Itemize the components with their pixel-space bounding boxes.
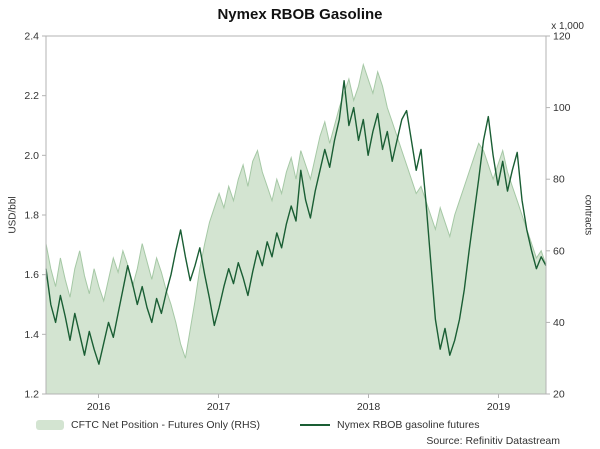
left-axis-title: USD/bbl [7, 196, 19, 234]
legend-line-swatch [300, 424, 331, 426]
legend-item-area: CFTC Net Position - Futures Only (RHS) [36, 419, 260, 431]
svg-text:2019: 2019 [487, 401, 511, 413]
svg-text:80: 80 [553, 174, 565, 186]
svg-text:2.4: 2.4 [24, 31, 39, 43]
source-text: Source: Refinitiv Datastream [426, 435, 560, 447]
svg-text:2017: 2017 [207, 401, 231, 413]
right-axis-title: contracts [582, 194, 594, 236]
svg-text:1.6: 1.6 [24, 269, 39, 281]
svg-text:2.0: 2.0 [24, 150, 39, 162]
legend-area-label: CFTC Net Position - Futures Only (RHS) [71, 419, 261, 431]
svg-text:1.4: 1.4 [24, 329, 39, 341]
svg-text:2016: 2016 [87, 401, 111, 413]
legend: CFTC Net Position - Futures Only (RHS) N… [36, 419, 479, 431]
right-axis-unit-label: x 1,000 [551, 21, 584, 32]
chart-title: Nymex RBOB Gasoline [217, 6, 383, 23]
svg-text:120: 120 [553, 31, 571, 43]
svg-text:100: 100 [553, 102, 571, 114]
legend-area-swatch [36, 420, 64, 430]
svg-text:1.2: 1.2 [24, 389, 39, 401]
svg-text:60: 60 [553, 245, 565, 257]
svg-text:2.2: 2.2 [24, 90, 39, 102]
svg-text:1.8: 1.8 [24, 210, 39, 222]
legend-item-line: Nymex RBOB gasoline futures [300, 419, 479, 431]
svg-text:40: 40 [553, 317, 565, 329]
svg-text:2018: 2018 [357, 401, 381, 413]
legend-line-label: Nymex RBOB gasoline futures [337, 419, 480, 431]
svg-text:20: 20 [553, 389, 565, 401]
